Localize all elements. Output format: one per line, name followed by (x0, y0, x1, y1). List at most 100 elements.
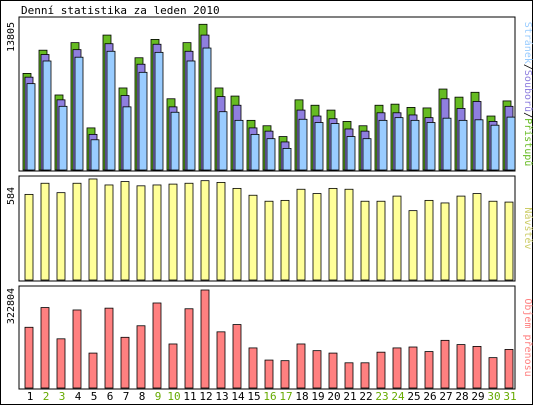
x-tick-label-22: 22 (359, 390, 372, 403)
y-max-label-3: 322804 (6, 288, 17, 324)
x-tick-label-3: 3 (59, 390, 66, 403)
legend-entry-1: Stránek (522, 22, 533, 64)
bar-stranek-day-26 (426, 122, 436, 171)
bar-stranek-day-16 (266, 138, 276, 171)
bar-navstev-day-17 (280, 199, 290, 281)
bar-objem-prenosu-day-12 (200, 289, 210, 389)
bar-stranek-day-6 (106, 50, 116, 171)
bar-navstev-day-21 (344, 188, 354, 281)
bar-stranek-day-19 (314, 122, 324, 171)
bar-objem-prenosu-day-26 (424, 351, 434, 389)
bar-stranek-day-21 (346, 136, 356, 171)
bar-stranek-day-14 (234, 119, 244, 171)
legend-entry-3: Přístupů (522, 118, 533, 166)
x-tick-label-24: 24 (391, 390, 405, 403)
bar-stranek-day-11 (186, 60, 196, 171)
bar-navstev-day-29 (472, 193, 482, 281)
bar-objem-prenosu-day-24 (392, 347, 402, 389)
x-tick-label-9: 9 (155, 390, 162, 403)
bar-objem-prenosu-day-15 (248, 347, 258, 389)
chart-title: Denní statistika za leden 2010 (21, 4, 220, 17)
bar-objem-prenosu-day-5 (88, 352, 98, 389)
bar-stranek-day-10 (170, 111, 180, 171)
x-tick-label-21: 21 (343, 390, 356, 403)
bar-objem-prenosu-day-8 (136, 325, 146, 389)
x-tick-label-20: 20 (327, 390, 340, 403)
bar-navstev-day-30 (488, 200, 498, 281)
x-tick-label-30: 30 (487, 390, 500, 403)
x-tick-label-26: 26 (423, 390, 436, 403)
bar-objem-prenosu-day-11 (184, 308, 194, 389)
legend-panel-3: Objem přenosu (522, 298, 533, 376)
bar-navstev-day-22 (360, 200, 370, 281)
bar-stranek-day-17 (282, 148, 292, 171)
x-tick-label-12: 12 (199, 390, 212, 403)
bar-objem-prenosu-day-7 (120, 336, 130, 389)
bar-objem-prenosu-day-6 (104, 307, 114, 389)
bar-stranek-day-15 (250, 133, 260, 171)
bar-navstev-day-16 (264, 200, 274, 281)
bar-objem-prenosu-day-3 (56, 338, 66, 389)
bar-navstev-day-9 (152, 184, 162, 281)
x-tick-label-16: 16 (263, 390, 276, 403)
bar-navstev-day-4 (72, 182, 82, 281)
x-tick-label-4: 4 (75, 390, 82, 403)
bar-objem-prenosu-day-28 (456, 344, 466, 389)
bar-stranek-day-12 (202, 47, 212, 171)
bar-navstev-day-3 (56, 192, 66, 281)
bar-objem-prenosu-day-17 (280, 360, 290, 389)
bar-stranek-day-30 (490, 124, 500, 171)
bar-objem-prenosu-day-23 (376, 351, 386, 389)
bar-stranek-day-4 (74, 56, 84, 171)
x-tick-label-14: 14 (231, 390, 245, 403)
x-tick-label-8: 8 (139, 390, 146, 403)
bar-navstev-day-10 (168, 183, 178, 281)
bar-navstev-day-2 (40, 182, 50, 281)
bar-navstev-day-26 (424, 199, 434, 281)
x-tick-label-13: 13 (215, 390, 228, 403)
bar-objem-prenosu-day-18 (296, 343, 306, 389)
bar-navstev-day-27 (440, 202, 450, 281)
bar-objem-prenosu-day-9 (152, 302, 162, 389)
legend-panel-1: Stránek/Souborů/Přístupů (522, 22, 533, 167)
bar-objem-prenosu-day-31 (504, 349, 514, 389)
bar-stranek-day-29 (474, 119, 484, 171)
bar-navstev-day-25 (408, 210, 418, 281)
bar-objem-prenosu-day-30 (488, 357, 498, 389)
bar-stranek-day-20 (330, 123, 340, 171)
bar-navstev-day-19 (312, 193, 322, 281)
x-tick-label-19: 19 (311, 390, 324, 403)
bar-stranek-day-9 (154, 51, 164, 171)
bar-stranek-day-28 (458, 119, 468, 171)
bar-navstev-day-12 (200, 180, 210, 281)
x-tick-label-1: 1 (27, 390, 34, 403)
bar-stranek-day-27 (442, 117, 452, 171)
bar-objem-prenosu-day-2 (40, 307, 50, 389)
bar-stranek-day-31 (506, 116, 516, 171)
bar-navstev-day-8 (136, 185, 146, 281)
x-tick-label-5: 5 (91, 390, 98, 403)
bar-stranek-day-8 (138, 71, 148, 171)
x-tick-label-23: 23 (375, 390, 388, 403)
bar-navstev-day-1 (24, 193, 34, 281)
bar-stranek-day-18 (298, 118, 308, 171)
bar-navstev-day-28 (456, 195, 466, 281)
x-tick-label-31: 31 (503, 390, 516, 403)
bar-objem-prenosu-day-1 (24, 326, 34, 389)
bar-navstev-day-7 (120, 181, 130, 281)
x-tick-label-27: 27 (439, 390, 452, 403)
legend-panel-2: Návštěv (522, 207, 533, 249)
bar-navstev-day-14 (232, 187, 242, 281)
x-tick-label-15: 15 (247, 390, 260, 403)
bar-objem-prenosu-day-20 (328, 352, 338, 389)
bar-stranek-day-24 (394, 117, 404, 171)
x-tick-label-29: 29 (471, 390, 484, 403)
bar-stranek-day-7 (122, 106, 132, 171)
y-max-label-2: 584 (6, 187, 17, 205)
bar-objem-prenosu-day-22 (360, 362, 370, 389)
bar-navstev-day-5 (88, 178, 98, 281)
x-tick-label-28: 28 (455, 390, 468, 403)
bar-navstev-day-23 (376, 200, 386, 281)
